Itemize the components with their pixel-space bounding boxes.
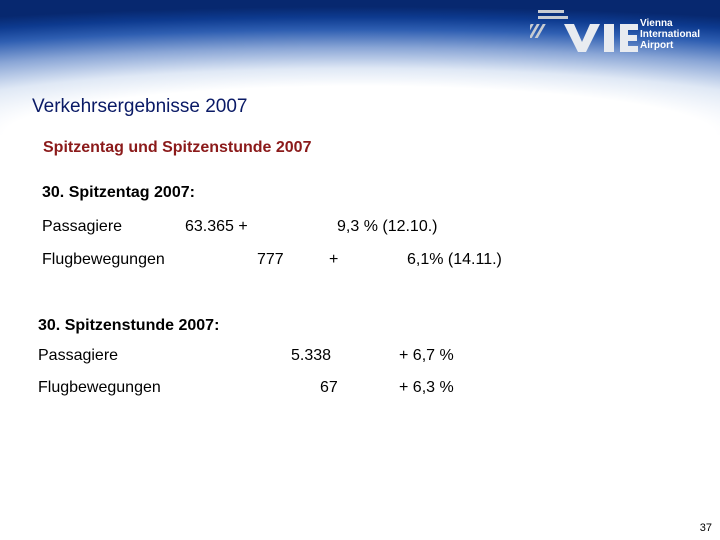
peak-hour-movements-label: Flugbewegungen — [38, 379, 161, 396]
peak-day-passengers-value: 63.365 + — [185, 218, 248, 235]
peak-day-passengers-label: Passagiere — [42, 218, 123, 235]
page-subtitle: Spitzentag und Spitzenstunde 2007 — [43, 139, 312, 156]
peak-hour-passengers-label: Passagiere — [38, 347, 119, 364]
vie-logo — [530, 10, 638, 52]
peak-day-movements-label: Flugbewegungen — [42, 251, 165, 268]
peak-hour-movements-change: + 6,3 % — [399, 379, 454, 396]
peak-day-passengers-change: 9,3 % (12.10.) — [337, 218, 438, 235]
peak-hour-heading: 30. Spitzenstunde 2007: — [38, 317, 220, 334]
header-band — [0, 0, 720, 135]
peak-hour-passengers-value: 5.338 — [291, 347, 332, 364]
peak-day-movements-plus: + — [329, 251, 339, 268]
peak-day-movements-change: 6,1% (14.11.) — [407, 251, 502, 268]
peak-hour-passengers-change: + 6,7 % — [399, 347, 454, 364]
peak-day-movements-value: 777 — [257, 251, 284, 268]
logo-wordmark: Vienna International Airport — [640, 18, 701, 51]
peak-day-heading: 30. Spitzentag 2007: — [42, 184, 195, 201]
page-title: Verkehrsergebnisse 2007 — [32, 96, 248, 117]
page-number: 37 — [699, 522, 712, 534]
peak-hour-movements-value: 67 — [320, 379, 338, 396]
